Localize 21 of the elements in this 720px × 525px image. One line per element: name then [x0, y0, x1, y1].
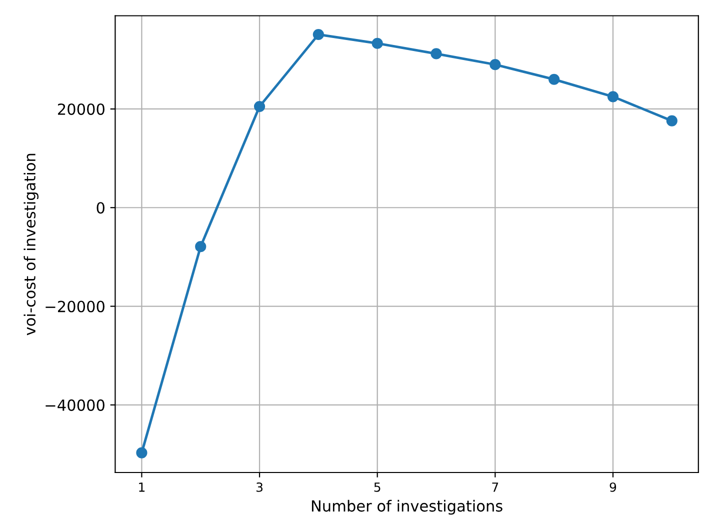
- point: [195, 241, 206, 252]
- y-tick-label: 0: [96, 202, 104, 214]
- point: [254, 100, 266, 112]
- y-tick-label: −40000: [46, 399, 104, 411]
- y-tick-label: 20000: [58, 103, 104, 115]
- x-tick-label: 5: [374, 482, 380, 492]
- x-axis-title: Number of investigations: [312, 500, 502, 515]
- point: [607, 91, 619, 102]
- y-tick-label: −20000: [46, 300, 104, 312]
- x-tick-label: 9: [610, 482, 616, 492]
- x-tick-label: 1: [139, 482, 145, 492]
- point: [490, 59, 501, 70]
- point: [548, 74, 560, 85]
- point: [312, 28, 324, 40]
- point: [430, 48, 442, 60]
- point: [666, 115, 678, 126]
- point: [372, 38, 383, 49]
- point: [136, 447, 148, 458]
- y-axis-title: voi-cost of investigation: [24, 154, 39, 336]
- x-tick-label: 7: [492, 482, 498, 492]
- x-tick-label: 3: [256, 482, 262, 492]
